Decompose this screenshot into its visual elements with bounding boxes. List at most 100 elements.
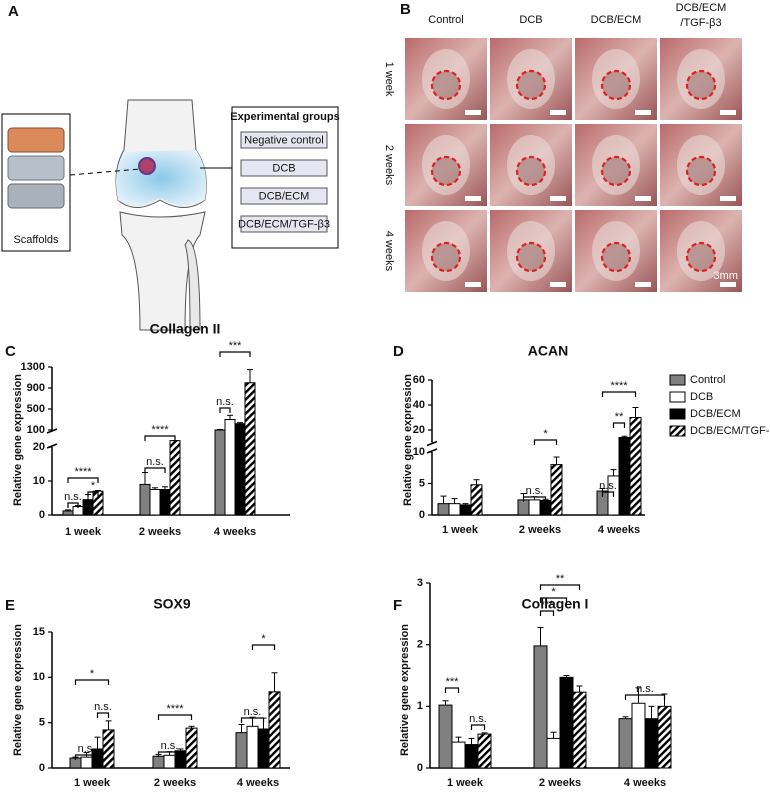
panel-label: D <box>393 343 404 360</box>
x-tick-label: 2 weeks <box>154 777 196 789</box>
bar <box>234 423 246 516</box>
significance-label: n.s. <box>64 491 82 503</box>
y-tick-label: 5 <box>39 717 45 729</box>
scale-bar <box>550 282 566 287</box>
y-axis-label: Relative gene expression <box>12 374 24 506</box>
x-tick-label: 1 week <box>442 524 479 536</box>
error-bar <box>142 472 148 485</box>
bar <box>149 489 161 516</box>
y-tick-label: 10 <box>413 446 425 458</box>
y-axis-label: Relative gene expression <box>399 624 411 756</box>
defect-outline <box>515 241 547 273</box>
bar <box>644 718 659 769</box>
error-bar <box>610 469 617 476</box>
defect-outline <box>430 155 462 187</box>
significance-bracket <box>522 496 547 502</box>
y-tick-label: 40 <box>413 399 425 411</box>
bar <box>517 499 530 516</box>
error-bar <box>238 723 245 733</box>
bar <box>139 483 151 516</box>
bar <box>152 755 165 769</box>
defect-outline <box>515 69 547 101</box>
bar <box>550 464 563 516</box>
bar <box>539 500 552 516</box>
bar <box>533 645 548 769</box>
bar <box>257 728 270 769</box>
error-bar <box>473 479 480 485</box>
axis-break <box>426 440 438 447</box>
y-tick-label: 1300 <box>21 361 45 373</box>
scaffold <box>7 127 65 153</box>
error-bar <box>632 407 639 418</box>
group-box <box>240 159 328 177</box>
bar <box>246 725 259 769</box>
photo-row-label: 2 weeks <box>383 145 395 186</box>
bar <box>459 504 472 516</box>
scale-bar <box>465 110 481 115</box>
chart-title: Collagen II <box>150 321 221 337</box>
bar <box>214 429 226 516</box>
defect-outline <box>430 69 462 101</box>
defect-outline <box>515 155 547 187</box>
x-tick-label: 2 weeks <box>539 777 581 789</box>
y-tick-label: 20 <box>33 441 45 453</box>
scale-bar <box>635 196 651 201</box>
significance-label: n.s. <box>599 480 617 492</box>
error-bar <box>451 498 458 504</box>
significance-label: * <box>551 586 556 598</box>
error-bar <box>648 705 655 719</box>
x-tick-label: 4 weeks <box>237 777 279 789</box>
legend-swatch <box>669 374 686 386</box>
bar <box>618 437 631 516</box>
bar <box>80 756 93 769</box>
y-tick-label: 900 <box>27 382 45 394</box>
significance-bracket <box>96 712 110 718</box>
photo-column-label: DCB/ECM <box>591 14 642 26</box>
group-label: Negative control <box>244 134 324 146</box>
defect-outline <box>430 241 462 273</box>
significance-label: * <box>261 633 266 645</box>
bar <box>169 440 181 516</box>
error-bar <box>105 720 112 730</box>
significance-bracket <box>87 491 99 497</box>
bar <box>268 691 281 769</box>
panel-label: B <box>400 1 411 18</box>
y-tick-label: 500 <box>27 403 45 415</box>
bar <box>62 510 74 516</box>
connector <box>69 168 141 176</box>
significance-label: n.s. <box>78 743 96 755</box>
y-tick-label: 100 <box>27 424 45 436</box>
bar <box>546 737 561 769</box>
group-label: DCB <box>272 162 295 174</box>
significance-label: *** <box>446 676 460 688</box>
bar <box>244 382 256 516</box>
significance-bracket <box>251 644 276 650</box>
panel-label: F <box>393 597 402 614</box>
significance-bracket <box>539 597 568 603</box>
legend-label: DCB/ECM <box>690 408 741 420</box>
significance-label: n.s. <box>636 683 654 695</box>
significance-bracket <box>612 422 626 428</box>
significance-bracket <box>67 477 99 483</box>
bar <box>657 705 672 769</box>
significance-bracket <box>74 679 110 685</box>
chart-title: Collagen I <box>522 596 589 612</box>
significance-label: * <box>543 428 548 440</box>
significance-label: ** <box>556 573 565 585</box>
x-tick-label: 1 week <box>74 777 111 789</box>
x-tick-label: 2 weeks <box>519 524 561 536</box>
bar <box>82 499 94 516</box>
bar <box>559 676 574 769</box>
cartilage <box>116 150 207 206</box>
photo-column-label: DCB/ECM <box>676 2 727 14</box>
bar <box>159 489 171 516</box>
photo-row-label: 1 week <box>383 62 395 97</box>
axis-break <box>46 428 58 434</box>
x-tick-label: 2 weeks <box>139 526 181 538</box>
scale-bar <box>720 282 736 287</box>
error-bar <box>468 737 475 745</box>
y-axis-label: Relative gene expression <box>402 374 414 506</box>
significance-label: n.s. <box>526 485 544 497</box>
significance-label: ** <box>615 411 624 423</box>
